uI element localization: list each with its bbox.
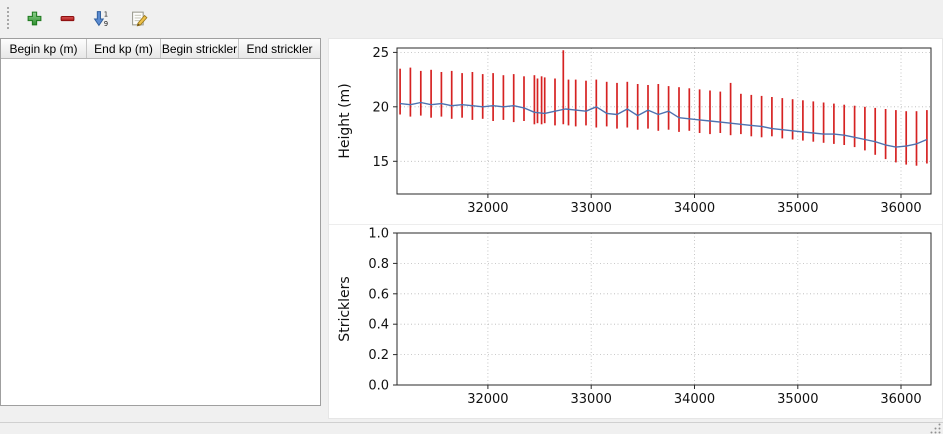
resize-grip[interactable] <box>929 421 942 434</box>
column-header-begin-strickler[interactable]: Begin strickler <box>161 39 239 58</box>
svg-text:35000: 35000 <box>777 392 818 407</box>
svg-text:32000: 32000 <box>467 201 508 216</box>
table-header-row: Begin kp (m) End kp (m) Begin strickler … <box>1 39 320 59</box>
charts-panel: 32000 33000 34000 35000 36000 15 20 25 Height (m… <box>328 38 943 419</box>
panel-splitter[interactable] <box>321 38 328 406</box>
column-header-end-kp[interactable]: End kp (m) <box>87 39 161 58</box>
svg-text:1.0: 1.0 <box>368 227 389 242</box>
table-body-empty[interactable] <box>1 59 320 405</box>
svg-text:34000: 34000 <box>674 392 715 407</box>
svg-text:Height (m): Height (m) <box>337 83 353 158</box>
main-content: Begin kp (m) End kp (m) Begin strickler … <box>0 36 943 422</box>
svg-text:9: 9 <box>103 19 107 26</box>
column-header-begin-kp[interactable]: Begin kp (m) <box>1 39 87 58</box>
toolbar-drag-handle[interactable] <box>7 7 12 29</box>
svg-text:35000: 35000 <box>777 201 818 216</box>
svg-text:0.8: 0.8 <box>368 257 389 272</box>
svg-text:36000: 36000 <box>880 201 921 216</box>
sort-rows-button[interactable]: 1 9 <box>86 4 114 32</box>
toolbar: 1 9 <box>0 0 943 36</box>
minus-icon <box>59 10 76 27</box>
status-bar <box>0 422 943 434</box>
stricklers-chart: 32000 33000 34000 35000 36000 0.0 0.2 0.4 0.6 0.8… <box>329 225 942 418</box>
svg-text:33000: 33000 <box>571 392 612 407</box>
edit-pencil-icon <box>131 10 149 27</box>
sort-numeric-icon: 1 9 <box>92 10 109 27</box>
svg-text:20: 20 <box>372 100 389 115</box>
svg-text:0.4: 0.4 <box>368 318 389 333</box>
svg-text:36000: 36000 <box>880 392 921 407</box>
add-row-button[interactable] <box>20 4 48 32</box>
svg-text:0.2: 0.2 <box>368 348 389 363</box>
svg-text:0.0: 0.0 <box>368 379 389 394</box>
svg-text:15: 15 <box>372 155 389 170</box>
column-header-end-strickler[interactable]: End strickler <box>246 41 313 56</box>
svg-text:0.6: 0.6 <box>368 287 389 302</box>
edit-row-button[interactable] <box>126 4 154 32</box>
svg-text:33000: 33000 <box>571 201 612 216</box>
stricklers-table: Begin kp (m) End kp (m) Begin strickler … <box>0 38 321 406</box>
svg-text:34000: 34000 <box>674 201 715 216</box>
svg-text:25: 25 <box>372 46 389 61</box>
height-profile-chart: 32000 33000 34000 35000 36000 15 20 25 Height (m… <box>329 39 942 225</box>
svg-text:Stricklers: Stricklers <box>337 276 353 341</box>
svg-text:1: 1 <box>103 10 107 18</box>
svg-text:32000: 32000 <box>467 392 508 407</box>
plus-icon <box>26 10 43 27</box>
remove-row-button[interactable] <box>53 4 81 32</box>
